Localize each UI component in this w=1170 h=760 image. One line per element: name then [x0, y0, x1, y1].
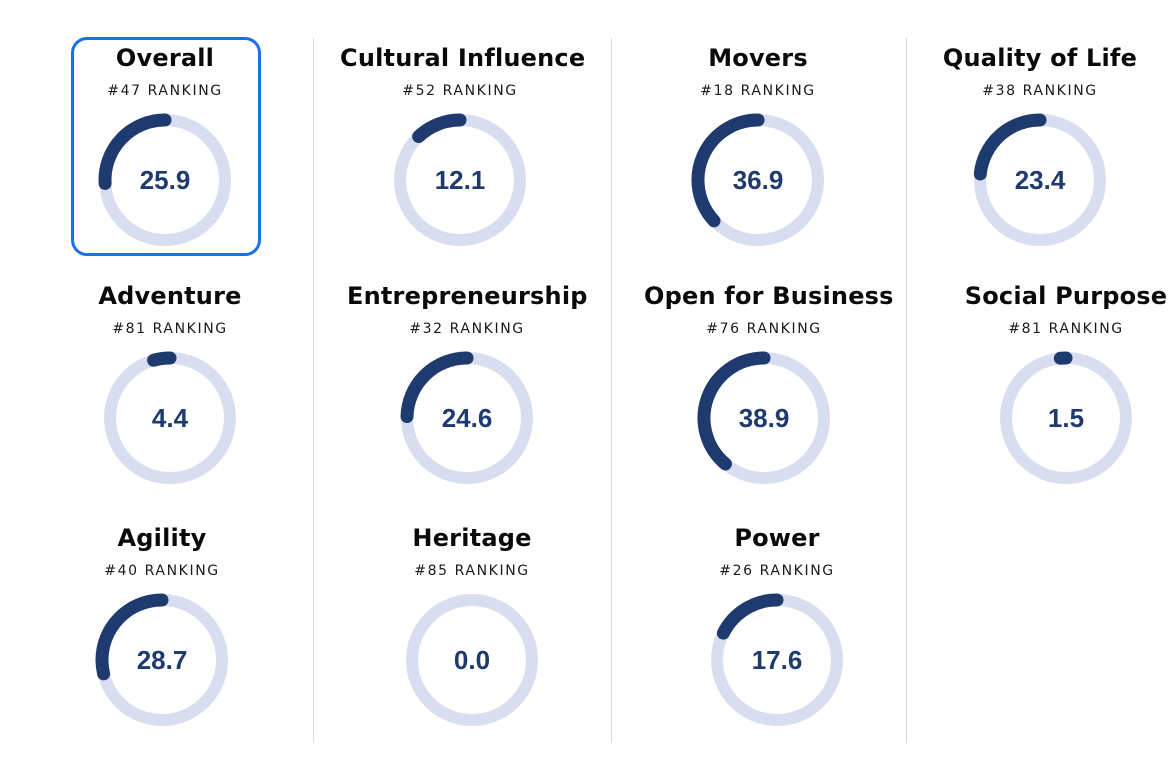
card-ranking: #85 RANKING [414, 563, 530, 579]
score-value: 1.5 [1047, 403, 1085, 433]
gauge-arc [716, 593, 784, 640]
card-title: Open for Business [644, 282, 894, 310]
score-card-agility[interactable]: Agility #40 RANKING 28.7 [42, 518, 282, 738]
gauge-arc [412, 113, 467, 144]
score-gauge: 38.9 [694, 348, 834, 488]
score-value: 28.7 [136, 645, 188, 675]
gauge-arc [691, 113, 765, 228]
gauge-ring [406, 594, 538, 726]
gauge-arc [147, 351, 177, 367]
score-card-entrepreneurship[interactable]: Entrepreneurship #32 RANKING 24.6 [347, 276, 587, 496]
score-gauge: 17.6 [707, 590, 847, 730]
gauge-arc [95, 593, 169, 681]
gauge-ring [1000, 351, 1132, 484]
score-card-movers[interactable]: Movers #18 RANKING 36.9 [638, 38, 878, 258]
gauge-ring [400, 351, 533, 484]
score-gauge: 1.5 [996, 348, 1136, 488]
card-title: Power [734, 524, 820, 552]
score-value: 24.6 [441, 403, 493, 433]
card-title: Movers [708, 44, 808, 72]
card-ranking: #38 RANKING [982, 83, 1098, 99]
score-value: 4.4 [151, 403, 189, 433]
score-card-cultural-influence[interactable]: Cultural Influence #52 RANKING 12.1 [340, 38, 586, 258]
score-card-open-for-business[interactable]: Open for Business #76 RANKING 38.9 [644, 276, 894, 496]
gauge-ring [711, 593, 843, 726]
card-ranking: #81 RANKING [1008, 321, 1124, 337]
gauge-ring [691, 113, 824, 246]
score-gauge: 36.9 [688, 110, 828, 250]
score-value: 36.9 [732, 165, 784, 195]
card-title: Overall [115, 44, 215, 72]
card-ranking: #81 RANKING [112, 321, 228, 337]
card-ranking: #32 RANKING [409, 321, 525, 337]
score-value: 38.9 [738, 403, 790, 433]
card-title: Cultural Influence [340, 44, 586, 72]
gauge-ring [394, 113, 526, 246]
card-ranking: #52 RANKING [402, 83, 518, 99]
column-divider [313, 38, 314, 743]
gauge-ring [697, 351, 830, 484]
gauge-arc [400, 351, 474, 423]
score-gauge: 28.7 [92, 590, 232, 730]
score-gauge: 12.1 [390, 110, 530, 250]
card-ranking: #40 RANKING [104, 563, 220, 579]
score-gauge: 4.4 [100, 348, 240, 488]
score-gauge: 25.9 [95, 110, 235, 250]
gauge-ring [104, 351, 236, 484]
gauge-ring [95, 593, 228, 726]
score-card-power[interactable]: Power #26 RANKING 17.6 [657, 518, 897, 738]
score-gauge: 23.4 [970, 110, 1110, 250]
card-title: Agility [117, 524, 207, 552]
card-ranking: #47 RANKING [107, 83, 223, 99]
card-ranking: #76 RANKING [706, 321, 822, 337]
score-gauge: 24.6 [397, 348, 537, 488]
score-card-overall[interactable]: Overall #47 RANKING 25.9 [45, 38, 285, 258]
card-title: Heritage [412, 524, 532, 552]
card-title: Quality of Life [942, 44, 1138, 72]
card-ranking: #18 RANKING [700, 83, 816, 99]
score-value: 0.0 [453, 645, 491, 675]
gauge-arc [697, 351, 771, 471]
card-title: Entrepreneurship [347, 282, 588, 310]
column-divider [611, 38, 612, 743]
score-gauge: 0.0 [402, 590, 542, 730]
score-card-quality-of-life[interactable]: Quality of Life #38 RANKING 23.4 [920, 38, 1160, 258]
score-value: 23.4 [1014, 165, 1066, 195]
gauge-arc [973, 113, 1047, 181]
score-card-adventure[interactable]: Adventure #81 RANKING 4.4 [50, 276, 290, 496]
column-divider [906, 38, 907, 743]
score-value: 17.6 [751, 645, 803, 675]
card-title: Social Purpose [964, 282, 1168, 310]
score-value: 12.1 [434, 165, 486, 195]
score-card-heritage[interactable]: Heritage #85 RANKING 0.0 [352, 518, 592, 738]
gauge-arc [98, 113, 172, 190]
gauge-ring [973, 113, 1106, 246]
card-ranking: #26 RANKING [719, 563, 835, 579]
card-title: Adventure [98, 282, 242, 310]
gauge-track [406, 594, 538, 726]
score-value: 25.9 [139, 165, 191, 195]
score-card-social-purpose[interactable]: Social Purpose #81 RANKING 1.5 [946, 276, 1170, 496]
gauge-ring [98, 113, 231, 246]
